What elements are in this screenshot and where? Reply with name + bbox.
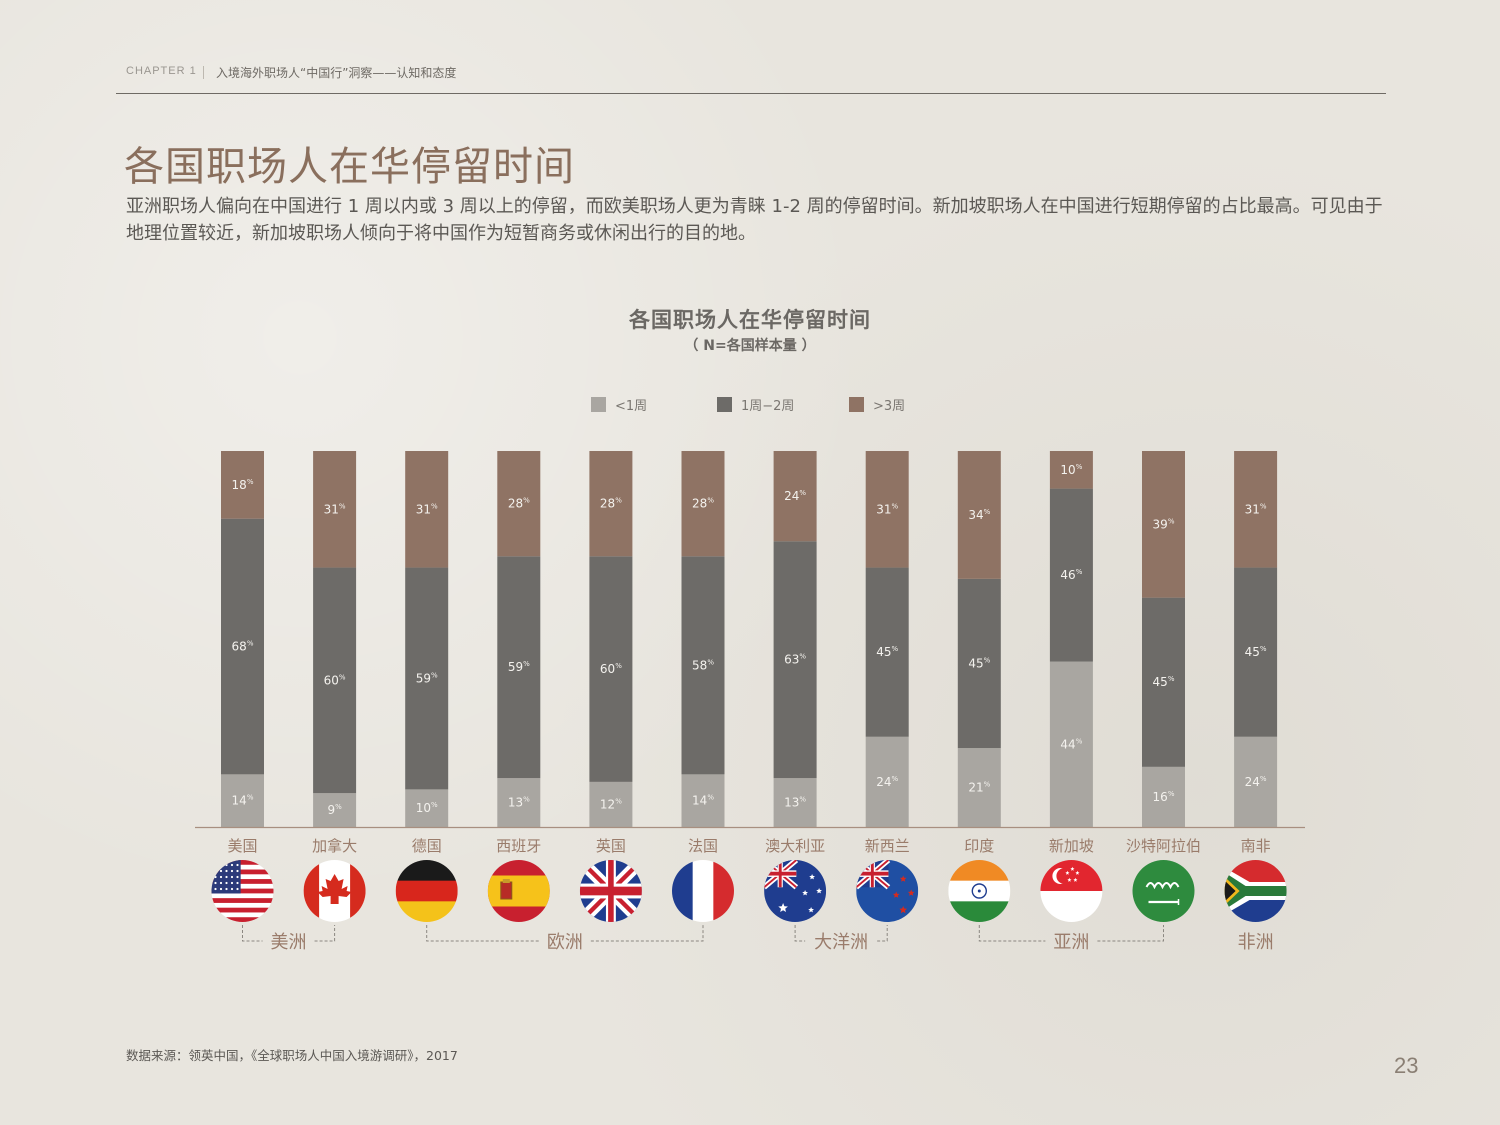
- bar-segment-w1to2-9: [1049, 488, 1093, 662]
- new-zealand-flag-icon: [856, 860, 919, 922]
- legend-label-1to2w: 1周−2周: [741, 398, 795, 414]
- category-label-9: 新加坡: [1049, 837, 1094, 855]
- bar-segment-w1to2-0: [221, 518, 264, 775]
- bars-layer: 14%68%18%9%60%31%10%59%31%13%59%28%12%60…: [221, 451, 1278, 827]
- region-groups: 美洲 欧洲 大洋洲 亚洲 非洲: [242, 925, 1274, 953]
- south-africa-flag-icon: [1224, 860, 1287, 922]
- category-label-11: 南非: [1241, 837, 1271, 855]
- spain-flag-icon: [487, 860, 550, 922]
- bar-segment-w1to2-8: [957, 578, 1001, 749]
- bar-segment-w1to2-2: [405, 567, 449, 790]
- legend-item-1to2w: 1周−2周: [717, 395, 795, 414]
- category-label-2: 德国: [412, 837, 442, 855]
- bar-segment-lt1w-9: [1049, 661, 1093, 827]
- bar-segment-gt3w-0: [221, 451, 264, 519]
- region-label-1: 欧洲: [547, 932, 583, 953]
- intro-paragraph: 亚洲职场人偏向在中国进行 1 周以内或 3 周以上的停留，而欧美职场人更为青睐 …: [126, 196, 1383, 244]
- section-title: 入境海外职场人“中国行”洞察——认知和态度: [216, 66, 457, 80]
- bar-segment-gt3w-5: [681, 451, 725, 557]
- category-label-7: 新西兰: [865, 837, 910, 855]
- legend-label-gt3w: >3周: [873, 398, 906, 414]
- data-source-note: 数据来源：领英中国，《全球职场人中国入境游调研》，2017: [126, 1048, 458, 1063]
- category-label-4: 英国: [596, 837, 626, 855]
- bar-segment-gt3w-8: [957, 451, 1001, 579]
- legend-swatch-lt1w: [591, 396, 606, 412]
- singapore-flag-icon: [1040, 860, 1103, 922]
- category-label-5: 法国: [688, 837, 718, 855]
- legend-item-gt3w: >3周: [849, 395, 906, 414]
- legend-label-lt1w: <1周: [615, 398, 648, 414]
- region-label-2: 大洋洲: [814, 932, 868, 953]
- bar-segment-gt3w-10: [1142, 451, 1185, 598]
- bar-segment-lt1w-1: [313, 793, 357, 827]
- region-bracket-right-1: [590, 925, 704, 942]
- header-separator: [203, 66, 204, 79]
- region-bracket-right-0: [314, 925, 336, 942]
- bar-segment-w1to2-7: [865, 567, 909, 737]
- category-label-8: 印度: [964, 837, 994, 855]
- bar-segment-lt1w-4: [589, 781, 633, 827]
- bar-segment-w1to2-4: [589, 556, 633, 782]
- bar-segment-gt3w-7: [865, 451, 909, 568]
- bar-segment-gt3w-2: [405, 451, 449, 568]
- chapter-label: CHAPTER 1: [126, 65, 197, 77]
- bar-segment-w1to2-1: [313, 567, 357, 794]
- uk-flag-icon: [579, 860, 642, 922]
- bar-segment-w1to2-10: [1142, 597, 1185, 767]
- region-bracket-left-1: [426, 925, 539, 942]
- bar-segment-lt1w-3: [497, 778, 541, 827]
- germany-flag-icon: [395, 860, 458, 922]
- india-flag-icon: [948, 860, 1011, 922]
- bar-segment-lt1w-11: [1234, 736, 1278, 827]
- legend-item-lt1w: <1周: [591, 395, 648, 414]
- bar-segment-gt3w-11: [1234, 451, 1278, 568]
- category-label-0: 美国: [227, 837, 257, 855]
- us-flag-icon: [211, 860, 274, 922]
- region-bracket-right-2: [877, 925, 888, 942]
- bar-segment-lt1w-0: [221, 774, 264, 827]
- bar-segment-gt3w-1: [313, 451, 357, 568]
- bar-segment-lt1w-8: [957, 748, 1001, 827]
- flags-row: [211, 860, 1287, 922]
- france-flag-icon: [672, 860, 734, 922]
- bar-segment-gt3w-6: [773, 451, 817, 542]
- bar-segment-gt3w-9: [1049, 451, 1093, 489]
- bar-segment-lt1w-6: [773, 778, 817, 827]
- header-rule: [116, 93, 1386, 94]
- category-label-6: 澳大利亚: [765, 837, 825, 855]
- legend-swatch-1to2w: [717, 396, 732, 412]
- chart-subtitle: （ N=各国样本量 ）: [684, 338, 816, 354]
- bar-segment-lt1w-10: [1142, 766, 1185, 827]
- bar-segment-w1to2-6: [773, 541, 817, 779]
- region-bracket-left-3: [978, 925, 1046, 942]
- region-bracket-left-2: [794, 925, 806, 942]
- bar-segment-gt3w-3: [497, 451, 541, 557]
- bar-segment-w1to2-5: [681, 556, 725, 775]
- region-label-0: 美洲: [271, 932, 307, 953]
- bar-segment-lt1w-2: [405, 789, 449, 827]
- region-bracket-right-3: [1097, 925, 1164, 942]
- category-label-1: 加拿大: [312, 837, 357, 855]
- region-label-4: 非洲: [1238, 932, 1274, 953]
- bar-segment-lt1w-5: [681, 774, 725, 827]
- canada-flag-icon: [303, 860, 366, 922]
- page-title: 各国职场人在华停留时间: [124, 144, 575, 190]
- legend-swatch-gt3w: [849, 396, 864, 412]
- australia-flag-icon: [764, 860, 827, 922]
- chart-title: 各国职场人在华停留时间: [629, 308, 871, 332]
- saudi-arabia-flag-icon: [1132, 860, 1195, 922]
- page-number: 23: [1394, 1053, 1419, 1078]
- bar-segment-lt1w-7: [865, 736, 909, 827]
- region-label-3: 亚洲: [1053, 932, 1089, 953]
- category-label-10: 沙特阿拉伯: [1126, 837, 1201, 855]
- bar-segment-w1to2-11: [1234, 567, 1278, 737]
- category-labels: 美国 加拿大 德国 西班牙 英国 法国 澳大利亚 新西兰 印度 新加坡 沙特阿拉伯 南非: [227, 837, 1270, 855]
- region-bracket-left-0: [242, 925, 263, 942]
- bar-segment-w1to2-3: [497, 556, 541, 779]
- bar-segment-gt3w-4: [589, 451, 633, 557]
- category-label-3: 西班牙: [496, 837, 541, 855]
